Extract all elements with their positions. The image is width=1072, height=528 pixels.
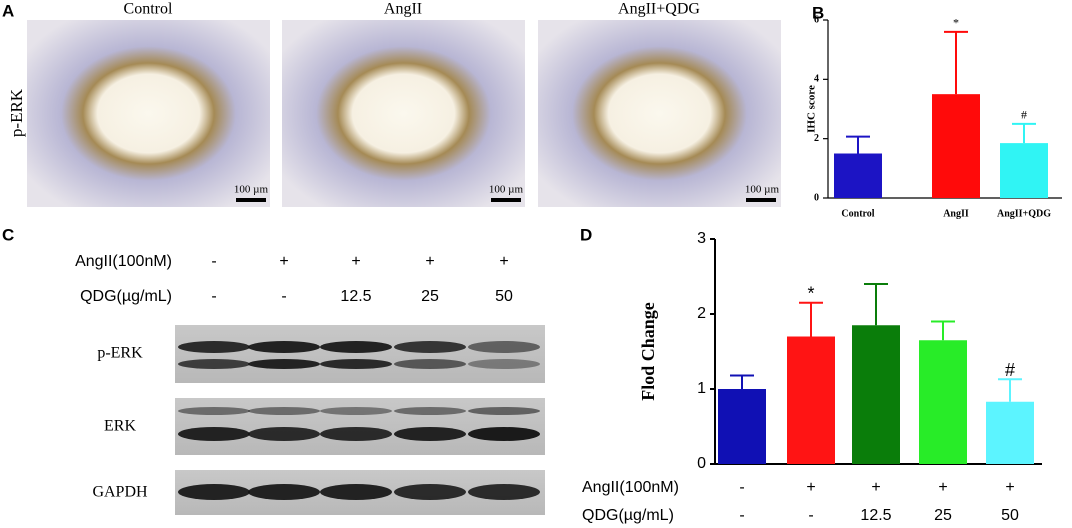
blot-band xyxy=(178,341,250,353)
panel-a xyxy=(27,20,781,207)
condition-value: - xyxy=(808,507,813,524)
y-tick-label: 1 xyxy=(697,380,706,397)
condition-value: 12.5 xyxy=(340,288,371,305)
blot-band xyxy=(394,359,466,369)
blot-band xyxy=(178,484,250,500)
panel-letter: C xyxy=(2,225,14,244)
condition-value: 25 xyxy=(934,507,952,524)
scale-label: 100 µm xyxy=(489,184,524,196)
panel-letter: B xyxy=(812,3,824,22)
scale-bar xyxy=(491,198,521,202)
micrograph xyxy=(538,20,781,207)
significance-mark: # xyxy=(1021,108,1027,122)
micrograph xyxy=(282,20,525,207)
blot-band xyxy=(248,341,320,353)
condition-value: 50 xyxy=(495,288,513,305)
y-tick-label: 0 xyxy=(814,192,819,203)
scale-label: 100 µm xyxy=(745,184,780,196)
blot-band xyxy=(320,359,392,369)
condition-value: + xyxy=(279,253,288,270)
band-label: ERK xyxy=(104,418,136,435)
bar xyxy=(986,401,1034,464)
blot-band xyxy=(394,341,466,353)
condition-label: AngII(100nM) xyxy=(582,479,679,496)
condition-value: + xyxy=(806,479,815,496)
blot-band xyxy=(178,359,250,369)
y-tick-label: 2 xyxy=(697,305,706,322)
blot-band xyxy=(320,427,392,441)
y-tick-label: 2 xyxy=(814,133,819,144)
blot-band xyxy=(394,407,466,415)
blot-band xyxy=(468,407,540,415)
condition-value: + xyxy=(425,253,434,270)
scale-bar xyxy=(746,198,776,202)
condition-value: + xyxy=(499,253,508,270)
panel-letter: A xyxy=(2,1,14,20)
blot-band xyxy=(178,407,250,415)
row-label: p-ERK xyxy=(7,88,26,137)
condition-label: AngII(100nM) xyxy=(75,253,172,270)
bar xyxy=(932,94,980,198)
condition-value: - xyxy=(281,288,286,305)
condition-value: - xyxy=(211,288,216,305)
scale-label: 100 µm xyxy=(234,184,269,196)
blot-band xyxy=(394,427,466,441)
blot-band xyxy=(320,341,392,353)
blot-band xyxy=(248,407,320,415)
y-tick-label: 0 xyxy=(697,455,706,472)
blot-band xyxy=(468,359,540,369)
blot-band xyxy=(320,407,392,415)
band-label: GAPDH xyxy=(92,484,148,501)
bar xyxy=(718,389,766,464)
blot-band xyxy=(248,484,320,500)
condition-label: QDG(µg/mL) xyxy=(582,507,674,524)
condition-value: 50 xyxy=(1001,507,1019,524)
blot-strip xyxy=(175,398,545,455)
blot-band xyxy=(468,484,540,500)
band-label: p-ERK xyxy=(97,345,143,362)
condition-value: - xyxy=(739,479,744,496)
condition-value: + xyxy=(938,479,947,496)
condition-value: + xyxy=(1005,479,1014,496)
bar xyxy=(919,340,967,464)
condition-value: + xyxy=(871,479,880,496)
blot-band xyxy=(468,341,540,353)
significance-mark: * xyxy=(807,284,814,304)
blot-strip xyxy=(175,325,545,383)
bar xyxy=(787,336,835,464)
y-tick-label: 4 xyxy=(814,74,819,85)
column-title: AngII+QDG xyxy=(618,1,700,18)
condition-label: QDG(µg/mL) xyxy=(80,288,172,305)
y-tick-label: 3 xyxy=(697,230,706,247)
blot-band xyxy=(394,484,466,500)
column-title: Control xyxy=(124,1,173,18)
y-tick-label: 6 xyxy=(814,14,819,25)
x-tick-label: Control xyxy=(841,208,874,219)
blot-band xyxy=(178,427,250,441)
bar xyxy=(852,325,900,464)
condition-value: 25 xyxy=(421,288,439,305)
micrograph xyxy=(27,20,270,207)
scale-bar xyxy=(236,198,266,202)
condition-value: + xyxy=(351,253,360,270)
blot-band xyxy=(248,427,320,441)
y-axis-label: IHC score xyxy=(806,85,818,133)
y-axis-label: Flod Change xyxy=(638,302,658,401)
blot-band xyxy=(468,427,540,441)
panel-letter: D xyxy=(580,225,592,244)
bar xyxy=(1000,143,1048,198)
condition-value: - xyxy=(211,253,216,270)
significance-mark: * xyxy=(953,16,959,30)
condition-value: 12.5 xyxy=(860,507,891,524)
condition-value: - xyxy=(739,507,744,524)
x-tick-label: AngII xyxy=(943,208,969,219)
blot-band xyxy=(248,359,320,369)
blot-band xyxy=(320,484,392,500)
significance-mark: # xyxy=(1005,360,1015,380)
bar xyxy=(834,153,882,198)
x-tick-label: AngII+QDG xyxy=(997,208,1051,219)
column-title: AngII xyxy=(384,1,422,18)
